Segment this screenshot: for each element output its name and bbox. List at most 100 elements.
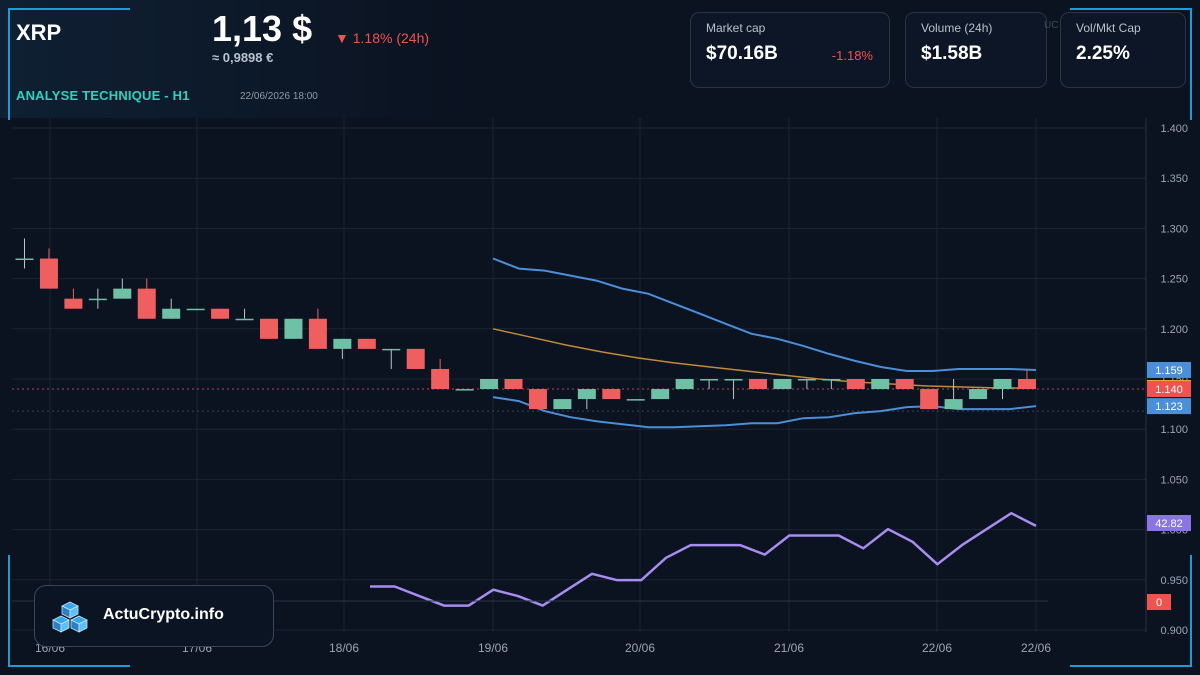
price-tag-label: 1.140 bbox=[1155, 384, 1183, 396]
chart-grid bbox=[12, 118, 1147, 632]
price-tag-bg bbox=[1147, 381, 1191, 398]
price-tag-bg bbox=[1147, 398, 1191, 415]
market-cap-card: Market cap $70.16B -1.18% bbox=[690, 12, 890, 88]
x-tick-label: 18/06 bbox=[329, 641, 359, 655]
y-tick-label: 1.100 bbox=[1160, 424, 1188, 436]
candle-body bbox=[749, 379, 767, 390]
vol-mkt-cap-label: Vol/Mkt Cap bbox=[1076, 21, 1141, 35]
brand-logo: ActuCrypto.info bbox=[34, 585, 274, 647]
candle bbox=[871, 379, 890, 390]
volume-label: Volume (24h) bbox=[921, 21, 993, 35]
candle-body bbox=[1017, 379, 1036, 390]
candle bbox=[797, 379, 816, 390]
candle bbox=[235, 308, 254, 321]
candle bbox=[162, 298, 181, 319]
rsi-tag-label: 0 bbox=[1156, 597, 1162, 609]
candle bbox=[186, 308, 205, 311]
candle-body bbox=[15, 258, 34, 261]
candle bbox=[357, 338, 376, 349]
candle-body bbox=[846, 379, 865, 390]
candle-body bbox=[895, 379, 914, 390]
candle bbox=[822, 379, 841, 390]
candle bbox=[577, 389, 596, 410]
candle-body bbox=[602, 389, 621, 400]
y-tick-label: 1.050 bbox=[1160, 474, 1188, 486]
x-tick-label: 21/06 bbox=[774, 641, 804, 655]
y-tick-label: 0.900 bbox=[1160, 625, 1188, 637]
candle-body bbox=[577, 389, 596, 400]
y-tick-label: 1.350 bbox=[1160, 173, 1188, 185]
cube-logo-icon bbox=[52, 601, 88, 633]
frame-corner-tl bbox=[8, 8, 130, 120]
candle bbox=[284, 318, 303, 339]
candle bbox=[64, 288, 83, 309]
market-cap-label: Market cap bbox=[706, 21, 766, 35]
price-tag-label: 1.123 bbox=[1155, 401, 1183, 413]
x-tick-label: 20/06 bbox=[625, 641, 655, 655]
candle-body bbox=[944, 399, 963, 410]
frame-corner-tr bbox=[1070, 8, 1192, 120]
axis-layer: 1.4001.3501.3001.2501.2001.1501.1001.050… bbox=[35, 123, 1191, 655]
candle bbox=[602, 389, 621, 400]
candle-body bbox=[773, 379, 792, 390]
brand-name: ActuCrypto.info bbox=[103, 606, 224, 623]
rsi-tag-label: 42.82 bbox=[1155, 518, 1183, 530]
candle bbox=[675, 379, 694, 390]
candle bbox=[969, 389, 988, 400]
candle bbox=[211, 308, 230, 319]
candle-body bbox=[626, 399, 645, 401]
candle bbox=[651, 389, 670, 400]
candle-body bbox=[260, 318, 278, 339]
candle bbox=[553, 399, 572, 410]
volume-value: $1.58B bbox=[921, 43, 983, 64]
candle bbox=[1017, 368, 1036, 390]
volume-card: Volume (24h) $1.58B bbox=[905, 12, 1047, 88]
candle-body bbox=[455, 389, 474, 391]
candle-body bbox=[675, 379, 694, 390]
candle-body bbox=[382, 348, 401, 351]
candle bbox=[260, 318, 278, 339]
candle-body bbox=[333, 338, 352, 349]
candle bbox=[15, 238, 34, 269]
frame-corner-br bbox=[1070, 555, 1192, 667]
candle-body bbox=[700, 379, 719, 381]
candle bbox=[504, 379, 523, 390]
candle bbox=[700, 379, 719, 390]
candle bbox=[528, 389, 547, 410]
candle-body bbox=[284, 318, 303, 339]
candle-body bbox=[137, 288, 156, 319]
candle-body bbox=[186, 308, 205, 311]
candle-body bbox=[406, 348, 425, 369]
candle bbox=[406, 348, 425, 369]
candle bbox=[626, 399, 645, 401]
y-tick-label: 1.200 bbox=[1160, 324, 1188, 336]
y-tick-label: 1.250 bbox=[1160, 274, 1188, 286]
candle bbox=[308, 308, 327, 349]
candle-body bbox=[357, 338, 376, 349]
price-tag-label: 1.159 bbox=[1155, 365, 1183, 377]
rsi-tag-bg bbox=[1147, 594, 1171, 610]
rsi-tag: 42.82 bbox=[1147, 515, 1191, 531]
candle-body bbox=[969, 389, 988, 400]
vol-mkt-cap-value: 2.25% bbox=[1076, 43, 1130, 64]
candle-body bbox=[651, 389, 670, 400]
x-tick-label: 19/06 bbox=[478, 641, 508, 655]
candle bbox=[455, 389, 474, 391]
timestamp: 22/06/2026 18:00 bbox=[240, 91, 318, 102]
y-tick-label: 1.300 bbox=[1160, 223, 1188, 235]
price-tag-bg bbox=[1147, 361, 1191, 378]
price-tag: 1.140 bbox=[1147, 381, 1191, 398]
moving-average-line bbox=[492, 328, 1036, 389]
x-tick-label: 22/06 bbox=[1021, 641, 1051, 655]
candle bbox=[431, 358, 450, 390]
market-cap-delta: -1.18% bbox=[831, 48, 873, 63]
candle-body bbox=[431, 368, 450, 390]
current-price: 1,13 $ bbox=[212, 8, 313, 49]
y-tick-label: 1.400 bbox=[1160, 123, 1188, 135]
candle-body bbox=[88, 298, 107, 301]
ticker-symbol: XRP bbox=[16, 20, 62, 45]
candle bbox=[39, 248, 58, 289]
candle bbox=[480, 379, 499, 390]
candle-body bbox=[504, 379, 523, 390]
price-tag: 1.159 bbox=[1147, 361, 1191, 378]
